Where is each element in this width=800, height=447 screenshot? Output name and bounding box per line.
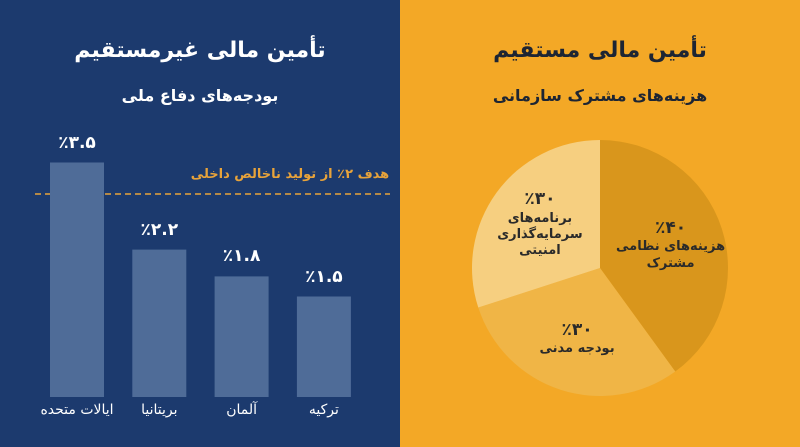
- x-tick-label: ایالات متحده: [40, 402, 114, 418]
- category-label: بودجه مدنی: [539, 340, 615, 356]
- slice-label: ٪۴۰ هزینه‌های نظامی مشترک: [616, 218, 726, 272]
- category-label: هزینه‌های نظامی مشترک: [616, 239, 726, 271]
- chart-subtitle: بودجه‌های دفاع ملی: [121, 86, 279, 105]
- bar: [296, 296, 351, 397]
- pie-slice: [472, 140, 600, 308]
- x-tick-label: آلمان: [226, 402, 257, 418]
- value-label: ٪۱.۸: [222, 246, 261, 267]
- chart-title: تأمین مالی مستقیم: [493, 38, 707, 63]
- bar: [132, 249, 187, 397]
- value-label: ٪۴۰: [655, 218, 687, 239]
- slice-label: ٪۳۰ برنامه‌های سرمایه‌گذاری امنیتی: [485, 189, 595, 259]
- x-tick-label: بریتانیا: [141, 402, 178, 418]
- value-label: ٪۳۰: [561, 319, 593, 340]
- bar: [214, 276, 269, 397]
- value-label: ٪۱.۵: [305, 266, 343, 287]
- value-label: ٪۳.۵: [58, 132, 96, 153]
- bar: [50, 162, 104, 397]
- pie-slice: [478, 268, 676, 396]
- chart-subtitle: هزینه‌های مشترک سازمانی: [492, 86, 708, 105]
- slice-label: ٪۳۰ بودجه مدنی: [522, 320, 632, 358]
- value-label: ٪۳۰: [524, 189, 556, 210]
- value-label: ٪۲.۲: [140, 219, 179, 240]
- chart-title: تأمین مالی غیرمستقیم: [74, 38, 326, 63]
- category-label: برنامه‌های سرمایه‌گذاری امنیتی: [497, 210, 583, 259]
- annotation: هدف ۲٪ از تولید ناخالص داخلی: [190, 167, 390, 182]
- pie-slice: [600, 140, 728, 372]
- x-tick-label: ترکیه: [308, 402, 339, 418]
